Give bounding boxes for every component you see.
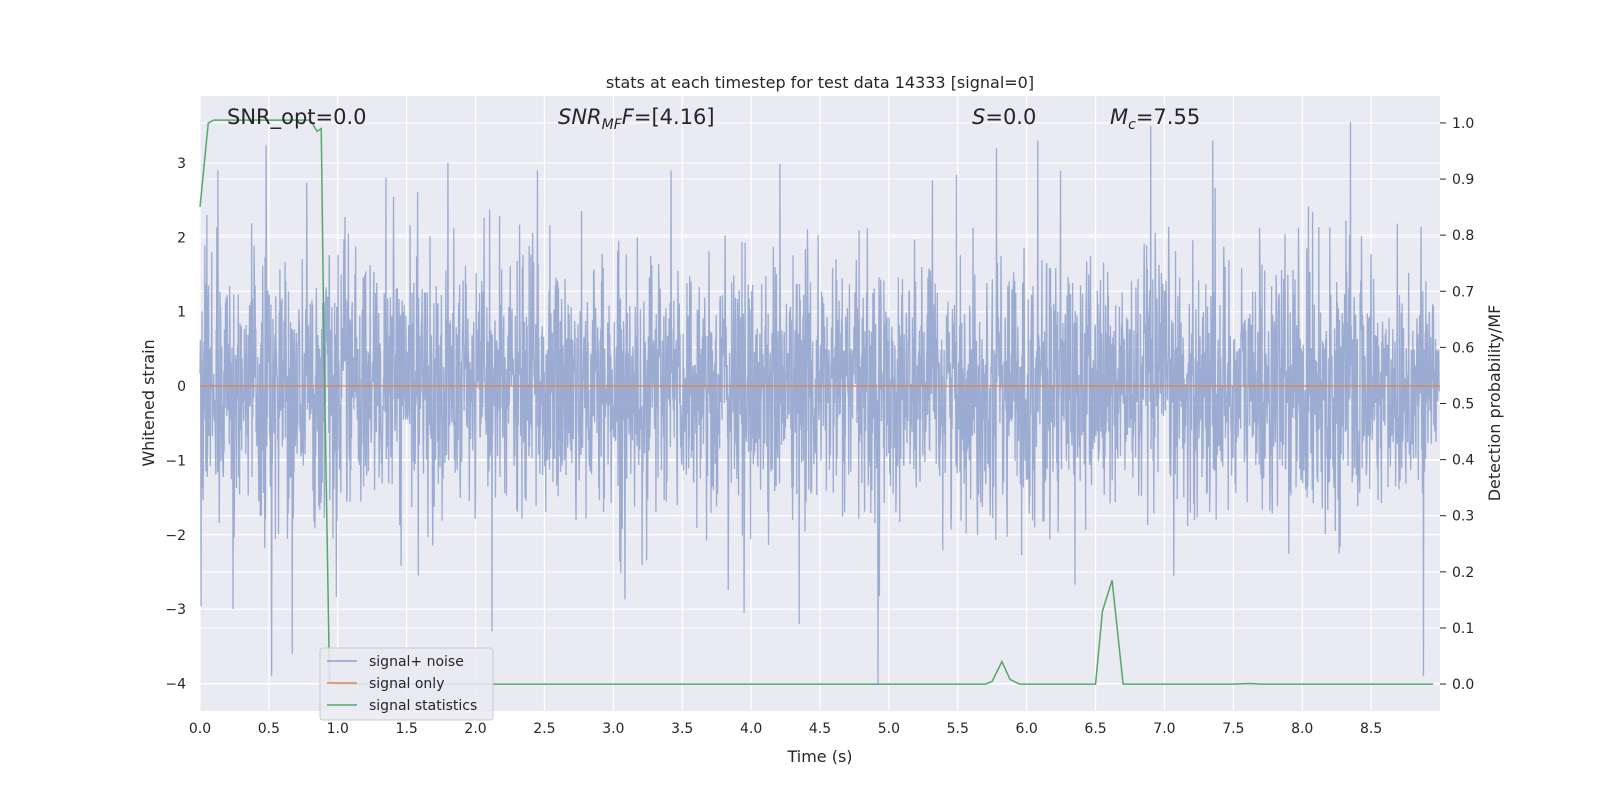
annotation-mc: Mc=7.55 xyxy=(1110,105,1200,133)
x-tick-label: 0.0 xyxy=(189,721,211,737)
y2-tick-label: 0.5 xyxy=(1452,397,1474,413)
y2-tick-label: 1.0 xyxy=(1452,116,1474,132)
y-tick-label: −2 xyxy=(165,528,186,544)
y2-tick-label: 0.3 xyxy=(1452,509,1474,525)
annotation-s: S=0.0 xyxy=(972,105,1036,129)
y-tick-label: −1 xyxy=(165,453,186,469)
x-tick-label: 8.0 xyxy=(1291,721,1313,737)
y2-tick-label: 0.2 xyxy=(1452,565,1474,581)
y-axis-left-ticks: 3 2 1 0 −1 −2 −3 −4 xyxy=(165,156,186,693)
y-tick-label: 1 xyxy=(177,305,186,321)
y2-tick-label: 0.9 xyxy=(1452,172,1474,188)
x-tick-label: 2.5 xyxy=(533,721,555,737)
series-signal-statistics xyxy=(199,119,1434,685)
y2-tick-label: 0.1 xyxy=(1452,621,1474,637)
annotation-s-value: =0.0 xyxy=(985,105,1036,129)
x-tick-label: 6.0 xyxy=(1016,721,1038,737)
y2-tick-label: 0.8 xyxy=(1452,228,1474,244)
chart-title: stats at each timestep for test data 143… xyxy=(606,73,1034,92)
annotation-snr-mf-value: =[4.16] xyxy=(634,105,715,129)
y2-axis-label: Detection probability/MF xyxy=(1485,305,1504,502)
legend-label-signal-statistics: signal statistics xyxy=(369,698,477,714)
x-tick-label: 7.5 xyxy=(1222,721,1244,737)
y-axis-label: Whitened strain xyxy=(139,339,158,466)
x-tick-label: 5.5 xyxy=(947,721,969,737)
legend: signal+ noise signal only signal statist… xyxy=(319,647,494,721)
x-axis-ticks: 0.0 0.5 1.0 1.5 2.0 2.5 3.0 3.5 4.0 4.5 5.0 5.5 6.0 6… xyxy=(189,721,1382,737)
y-tick-label: 2 xyxy=(177,230,186,246)
legend-label-signal-noise: signal+ noise xyxy=(369,654,464,670)
y-tick-label: 0 xyxy=(177,379,186,395)
x-tick-label: 7.0 xyxy=(1153,721,1175,737)
x-axis-label: Time (s) xyxy=(786,747,852,766)
annotation-snr-mf-main: SNR xyxy=(558,105,602,129)
y-tick-label: −3 xyxy=(165,602,186,618)
y2-tick-label: 0.4 xyxy=(1452,453,1474,469)
x-tick-label: 6.5 xyxy=(1084,721,1106,737)
y-axis-right-ticks: 1.0 0.9 0.8 0.7 0.6 0.5 0.4 0.3 0.2 0.1 0.0 xyxy=(1440,116,1474,693)
annotation-snr-mf-sub: MF xyxy=(602,117,623,133)
y2-tick-label: 0.0 xyxy=(1452,677,1474,693)
x-tick-label: 5.0 xyxy=(878,721,900,737)
annotation-snr-opt: SNR_opt=0.0 xyxy=(227,105,367,130)
x-tick-label: 1.0 xyxy=(327,721,349,737)
y2-tick-label: 0.6 xyxy=(1452,340,1474,356)
x-tick-label: 8.5 xyxy=(1360,721,1382,737)
annotation-mc-main: M xyxy=(1110,105,1128,129)
x-tick-label: 1.5 xyxy=(396,721,418,737)
x-tick-label: 3.5 xyxy=(671,721,693,737)
y-tick-label: 3 xyxy=(177,156,186,172)
annotation-s-main: S xyxy=(972,105,985,129)
annotation-snr-mf: SNRMFF=[4.16] xyxy=(558,105,715,133)
x-tick-label: 0.5 xyxy=(258,721,280,737)
annotation-mc-sub: c xyxy=(1128,117,1136,133)
legend-box xyxy=(319,647,494,721)
legend-label-signal-only: signal only xyxy=(369,676,444,692)
x-tick-label: 2.0 xyxy=(464,721,486,737)
x-tick-label: 4.5 xyxy=(809,721,831,737)
y-tick-label: −4 xyxy=(165,676,186,692)
y2-tick-label: 0.7 xyxy=(1452,284,1474,300)
x-tick-label: 4.0 xyxy=(740,721,762,737)
annotation-mc-value: =7.55 xyxy=(1136,105,1200,129)
x-tick-label: 3.0 xyxy=(602,721,624,737)
